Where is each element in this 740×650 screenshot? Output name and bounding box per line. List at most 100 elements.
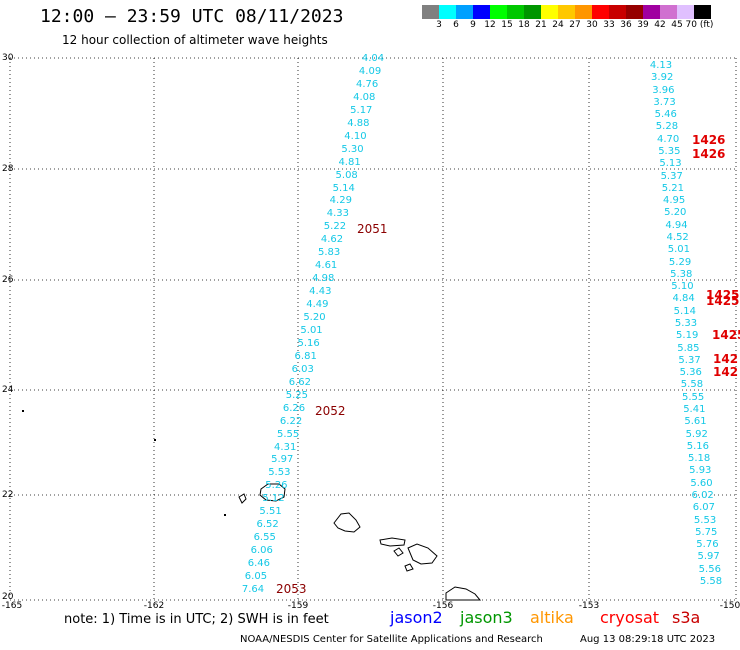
wave-height-value: 6.55	[253, 532, 276, 544]
wave-height-value: 4.08	[353, 91, 376, 103]
map-title: 12:00 – 23:59 UTC 08/11/2023	[40, 6, 344, 27]
wave-height-value: 5.97	[697, 551, 720, 563]
wave-height-value: 5.35	[658, 146, 681, 157]
lat-label: 26	[2, 275, 14, 285]
wave-height-value: 5.33	[674, 318, 698, 329]
time-label: 2053	[276, 582, 307, 596]
legend-cryosat: cryosat	[600, 608, 660, 627]
wave-height-value: 5.76	[696, 539, 719, 551]
wave-height-value: 4.95	[662, 195, 686, 207]
wave-height-value: 5.55	[682, 391, 705, 403]
small-islets	[22, 410, 226, 516]
wave-height-value: 5.51	[259, 506, 282, 518]
colorbar-swatch	[541, 5, 558, 19]
colorbar-swatch	[677, 5, 694, 19]
colorbar-swatch	[592, 5, 609, 19]
wave-height-value: 4.84	[672, 293, 695, 305]
colorbar-label: 15	[501, 20, 513, 30]
wave-height-value: 5.61	[684, 416, 707, 428]
hawaiian-islands	[238, 483, 482, 601]
wave-height-value: 4.09	[358, 65, 382, 77]
colorbar-label: 42	[654, 20, 666, 30]
map-subtitle: 12 hour collection of altimeter wave hei…	[62, 33, 328, 47]
wave-height-value: 5.18	[687, 453, 711, 465]
lon-label: -162	[143, 601, 165, 611]
wave-height-value: 5.58	[699, 576, 723, 587]
time-label: 1426	[692, 133, 726, 147]
footnote: note: 1) Time is in UTC; 2) SWH is in fe…	[64, 612, 329, 627]
colorbar-label: 9	[470, 20, 476, 30]
colorbar-label: 36	[620, 20, 632, 30]
wave-height-value: 6.05	[244, 571, 268, 583]
lat-label: 30	[2, 53, 14, 63]
wave-height-value: 5.10	[671, 281, 694, 293]
colorbar-label: 12	[484, 20, 496, 30]
wave-height-value: 6.06	[250, 545, 273, 557]
wave-height-value: 4.81	[338, 156, 361, 168]
wave-height-value: 4.70	[657, 133, 680, 145]
colorbar-swatch	[643, 5, 660, 19]
time-label: 1425	[712, 328, 740, 342]
lon-label: -150	[719, 601, 740, 611]
wave-height-value: 5.75	[695, 526, 718, 538]
wave-height-value: 4.04	[361, 53, 385, 64]
lon-label: -159	[287, 601, 309, 611]
wave-height-value: 3.96	[652, 84, 675, 96]
lon-label: -165	[1, 601, 23, 611]
wave-height-value: 5.01	[667, 244, 690, 256]
wave-height-value: 5.37	[660, 170, 683, 182]
wave-height-value: 4.88	[347, 117, 370, 129]
colorbar-swatch	[575, 5, 592, 19]
colorbar-label: 18	[518, 20, 530, 30]
wave-height-value: 5.55	[276, 428, 300, 440]
credit-line: NOAA/NESDIS Center for Satellite Applica…	[240, 634, 543, 645]
island-niihau	[238, 493, 247, 504]
wave-height-value: 5.01	[300, 324, 323, 336]
wave-height-value: 5.20	[303, 312, 326, 324]
colorbar-label: 39	[637, 20, 649, 30]
wave-height-value: 5.21	[661, 182, 685, 194]
wave-height-value: 3.92	[651, 72, 674, 84]
wave-height-value: 5.38	[670, 268, 693, 280]
wave-height-value: 6.26	[282, 402, 306, 414]
wave-height-value: 5.36	[679, 367, 702, 379]
lon-label: -156	[432, 601, 454, 611]
lat-label: 24	[2, 385, 14, 395]
wave-height-value: 5.85	[677, 342, 700, 354]
colorbar-label: 24	[552, 20, 564, 30]
time-label: 1426	[692, 147, 726, 161]
colorbar-label: 21	[535, 20, 547, 30]
wave-height-value: 5.17	[350, 104, 373, 116]
wave-height-value: 4.31	[274, 441, 297, 453]
colorbar-swatch	[558, 5, 575, 19]
colorbar-swatch	[609, 5, 626, 19]
time-label: 142	[713, 365, 739, 379]
island-hawaii	[445, 586, 482, 601]
wave-height-value: 5.41	[683, 404, 706, 415]
wave-height-value: 5.12	[262, 493, 285, 505]
wave-height-value: 5.08	[335, 169, 358, 181]
wave-height-value: 4.94	[665, 219, 688, 231]
wave-height-value: 4.98	[312, 273, 335, 285]
wave-height-value: 4.52	[666, 232, 689, 243]
time-label: 2051	[357, 222, 388, 236]
legend-jason3: jason3	[460, 608, 513, 627]
colorbar-label: 30	[586, 20, 598, 30]
wave-height-value: 6.07	[692, 502, 715, 514]
wave-height-value: 5.22	[323, 221, 347, 233]
colorbar-swatch	[660, 5, 677, 19]
wave-height-value: 6.02	[691, 490, 714, 501]
time-label: 2052	[315, 404, 346, 418]
legend-jason2: jason2	[390, 608, 443, 627]
colorbar-label: 27	[569, 20, 581, 30]
wave-height-value: 4.43	[309, 286, 332, 298]
wave-height-value: 5.14	[332, 182, 355, 194]
colorbar-swatch	[473, 5, 490, 19]
island-oahu	[333, 512, 361, 533]
wave-height-value: 7.64	[241, 584, 265, 595]
wave-height-value: 4.61	[315, 260, 338, 272]
wave-height-value: 5.60	[690, 477, 713, 489]
time-label: 1425	[706, 288, 740, 302]
